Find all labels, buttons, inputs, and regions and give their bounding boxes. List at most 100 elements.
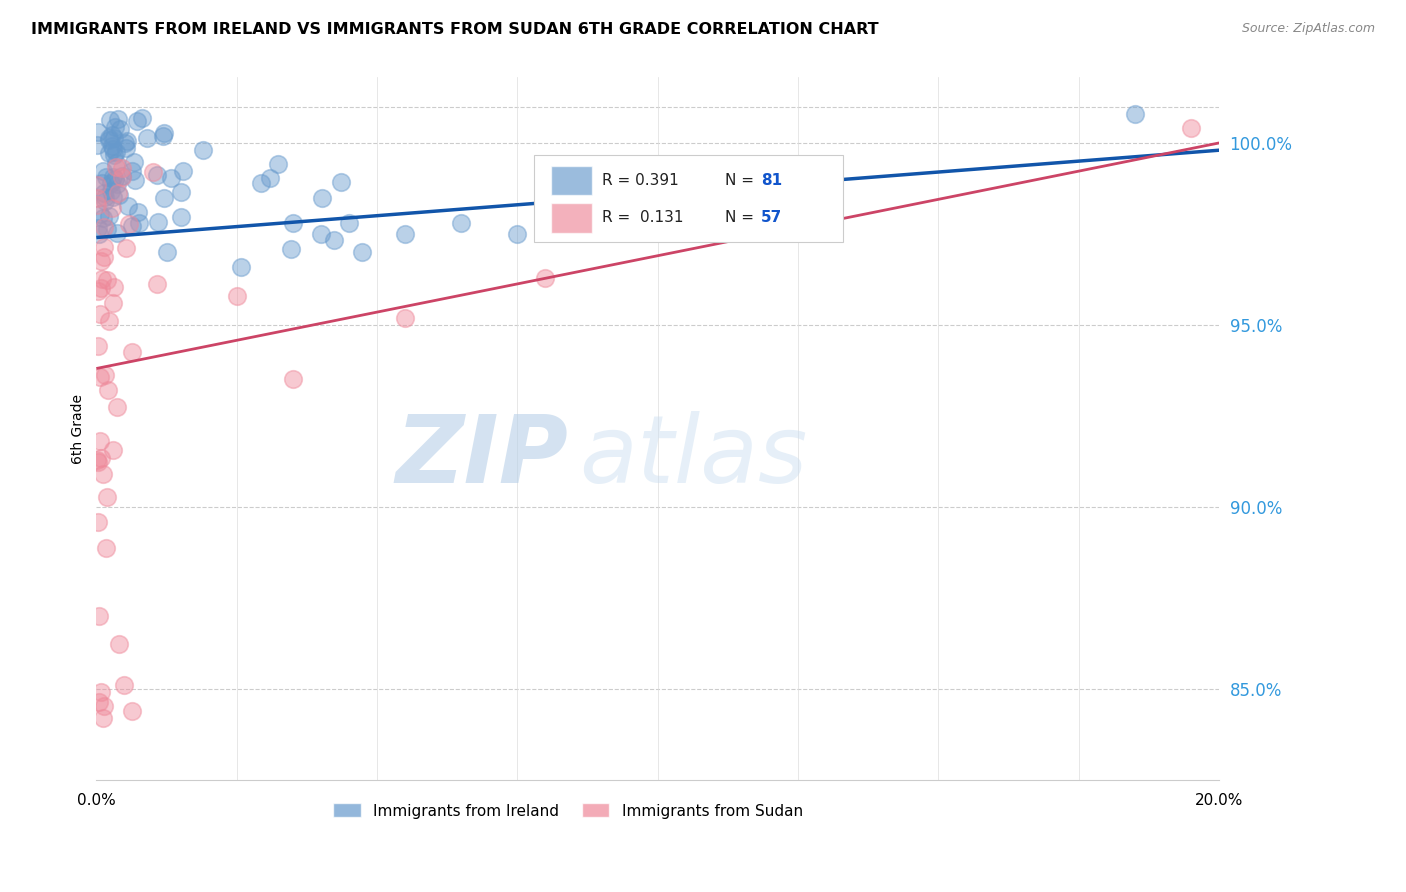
Point (146, 215, 169, 229)
Point (193, 143, 215, 157)
Point (146, 168, 169, 182)
Point (96, 384, 118, 398)
Point (104, 155, 127, 169)
Point (90, 451, 112, 466)
Point (103, 190, 125, 204)
Point (98, 313, 121, 327)
Point (160, 171, 183, 186)
Text: R =  0.131: R = 0.131 (602, 211, 683, 226)
Point (101, 142, 124, 156)
Point (103, 120, 125, 135)
Point (1123, 107, 1146, 121)
Point (107, 188, 129, 202)
Point (96, 491, 118, 505)
Point (127, 205, 149, 219)
FancyBboxPatch shape (551, 166, 592, 195)
Point (112, 677, 135, 691)
Point (110, 121, 132, 136)
Text: ZIP: ZIP (395, 410, 568, 502)
Text: IMMIGRANTS FROM IRELAND VS IMMIGRANTS FROM SUDAN 6TH GRADE CORRELATION CHART: IMMIGRANTS FROM IRELAND VS IMMIGRANTS FR… (31, 22, 879, 37)
Point (93, 240, 115, 254)
Point (250, 176, 273, 190)
Point (153, 126, 176, 140)
Text: atlas: atlas (579, 411, 807, 502)
Point (156, 244, 179, 259)
Point (87, 285, 110, 299)
Point (231, 260, 253, 274)
Point (96, 222, 118, 236)
Point (104, 145, 127, 159)
Point (87, 455, 110, 469)
Point (534, 270, 557, 285)
Point (87, 220, 110, 235)
Point (105, 401, 128, 415)
Point (117, 134, 139, 148)
Point (98, 145, 121, 160)
Point (89, 695, 111, 709)
Point (89, 434, 111, 448)
Point (110, 170, 132, 185)
Point (94, 541, 117, 556)
Point (169, 211, 191, 225)
Point (124, 173, 146, 187)
Point (86, 198, 108, 212)
Point (114, 241, 136, 255)
Point (311, 191, 333, 205)
Text: N =: N = (725, 173, 759, 188)
Point (107, 186, 129, 201)
Point (394, 310, 416, 325)
Point (121, 345, 143, 359)
Point (267, 157, 290, 171)
Y-axis label: 6th Grade: 6th Grade (72, 393, 86, 464)
Point (100, 184, 122, 198)
Point (136, 130, 159, 145)
Point (117, 199, 139, 213)
Text: 81: 81 (761, 173, 782, 188)
Point (280, 242, 302, 256)
Point (87, 227, 110, 241)
Point (91, 272, 114, 286)
Point (131, 111, 153, 125)
Point (100, 139, 122, 153)
Point (103, 131, 125, 145)
Point (87, 339, 110, 353)
Point (127, 114, 149, 128)
Point (105, 177, 128, 191)
Point (86, 515, 108, 529)
Point (91, 710, 114, 724)
Point (124, 154, 146, 169)
Point (128, 216, 150, 230)
Point (93, 698, 115, 713)
Point (94, 190, 117, 204)
Point (225, 289, 247, 303)
Point (101, 296, 124, 310)
Text: Source: ZipAtlas.com: Source: ZipAtlas.com (1241, 22, 1375, 36)
Text: N =: N = (725, 211, 759, 226)
Point (450, 216, 472, 230)
Point (309, 227, 332, 241)
Point (103, 148, 125, 162)
Point (114, 136, 136, 150)
Point (1180, 121, 1202, 136)
FancyBboxPatch shape (551, 203, 592, 233)
Point (322, 233, 344, 247)
Point (111, 161, 134, 175)
Point (91, 176, 114, 190)
Legend: Immigrants from Ireland, Immigrants from Sudan: Immigrants from Ireland, Immigrants from… (328, 797, 808, 824)
Point (142, 164, 165, 178)
Point (90, 685, 112, 699)
Point (93, 220, 115, 235)
Point (152, 129, 174, 144)
Point (121, 164, 143, 178)
Point (86, 452, 108, 467)
Point (98, 209, 121, 223)
Point (101, 128, 124, 143)
Point (121, 219, 143, 233)
Point (115, 141, 138, 155)
Point (104, 171, 127, 186)
Point (104, 160, 127, 174)
Point (352, 244, 374, 259)
Point (94, 170, 117, 185)
Point (90, 281, 112, 295)
Point (100, 177, 122, 191)
